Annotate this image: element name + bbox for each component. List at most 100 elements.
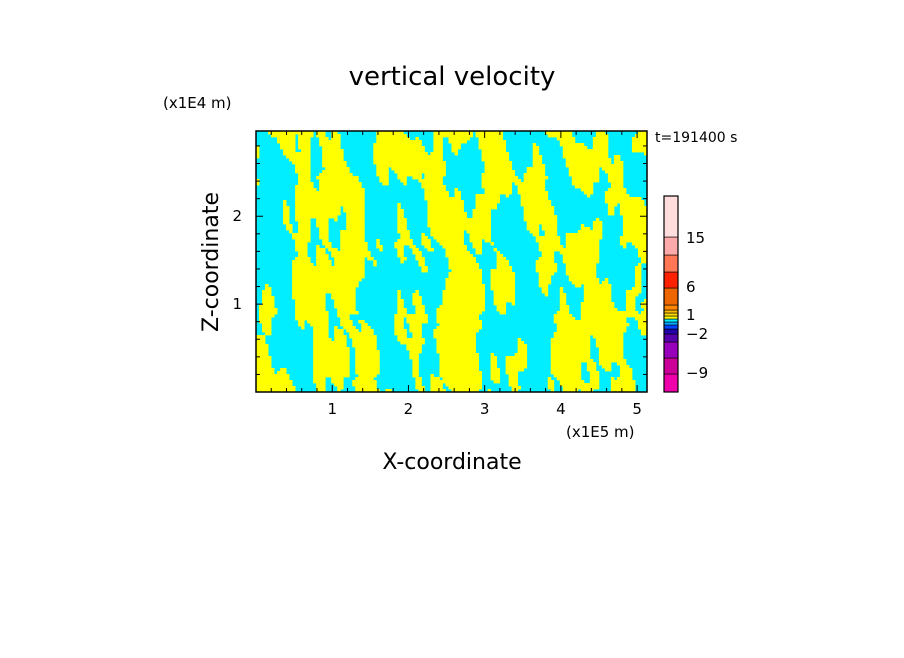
field-cell — [481, 176, 519, 180]
field-cell — [547, 380, 555, 384]
field-cell — [514, 353, 528, 357]
field-cell — [538, 275, 552, 279]
field-cell — [493, 302, 507, 306]
field-cell — [427, 203, 464, 207]
field-cell — [544, 233, 558, 237]
field-cell — [559, 293, 567, 297]
field-cell — [442, 290, 485, 294]
field-cell — [454, 191, 461, 195]
field-cell — [313, 359, 350, 363]
field-cell — [334, 299, 356, 303]
field-cell — [415, 380, 422, 384]
field-cell — [295, 305, 326, 309]
field-cell — [436, 344, 476, 348]
field-cell — [490, 272, 516, 276]
field-cell — [562, 386, 600, 390]
field-cell — [484, 191, 513, 195]
field-cell — [526, 227, 540, 231]
field-cell — [397, 173, 422, 177]
field-cell — [373, 161, 446, 165]
field-cell — [313, 368, 350, 372]
field-cell — [430, 227, 491, 231]
field-cell — [583, 287, 612, 291]
field-cell — [256, 371, 275, 375]
field-cell — [376, 140, 422, 144]
field-cell — [484, 170, 516, 174]
field-cell — [415, 308, 425, 312]
field-cell — [547, 383, 555, 387]
field-cell — [508, 374, 519, 378]
field-cell — [445, 278, 482, 282]
field-cell — [397, 206, 401, 210]
field-cell — [256, 335, 266, 339]
field-cell — [631, 287, 642, 291]
field-cell — [355, 350, 380, 354]
colorbar-label: 15 — [686, 229, 705, 247]
field-cell — [577, 230, 603, 234]
field-cell — [355, 359, 380, 363]
field-cell — [595, 218, 600, 222]
field-cell — [313, 356, 350, 360]
field-cell — [295, 206, 341, 210]
field-cell — [607, 188, 627, 192]
field-cell — [538, 278, 552, 282]
field-cell — [445, 281, 482, 285]
field-cell — [565, 245, 600, 249]
field-cell — [283, 203, 287, 207]
field-cell — [559, 308, 570, 312]
field-cell — [520, 203, 552, 207]
field-cell — [637, 251, 647, 255]
field-cell — [514, 182, 546, 186]
y-unit-label: (x1E4 m) — [163, 94, 232, 112]
field-cell — [412, 365, 419, 369]
field-cell — [526, 221, 558, 225]
field-cell — [586, 368, 597, 372]
field-cell — [433, 236, 464, 240]
field-cell — [421, 242, 431, 246]
field-cell — [481, 185, 513, 189]
field-cell — [490, 284, 516, 288]
field-cell — [490, 371, 501, 375]
field-cell — [376, 167, 389, 171]
field-cell — [433, 131, 473, 135]
field-cell — [346, 224, 365, 228]
field-cell — [400, 236, 410, 240]
field-cell — [439, 323, 482, 327]
field-cell — [265, 332, 272, 336]
field-cell — [496, 254, 504, 258]
field-cell — [313, 335, 329, 339]
field-cell — [295, 203, 365, 207]
field-cell — [421, 185, 446, 189]
field-cell — [433, 329, 479, 333]
field-cell — [547, 134, 573, 138]
field-cell — [610, 380, 636, 384]
field-cell — [256, 380, 293, 384]
field-cell — [634, 272, 642, 276]
colorbar-swatch — [663, 321, 679, 326]
field-cell — [412, 371, 419, 375]
field-cell — [262, 293, 272, 297]
field-cell — [433, 149, 443, 153]
field-cell — [295, 188, 317, 192]
field-cell — [322, 152, 344, 156]
field-cell — [484, 161, 513, 165]
field-cell — [526, 170, 546, 174]
colorbar-swatch — [663, 195, 679, 238]
field-cell — [436, 350, 476, 354]
field-cell — [640, 311, 647, 315]
field-cell — [373, 143, 422, 147]
field-cell — [631, 137, 647, 141]
field-cell — [571, 182, 594, 186]
field-cell — [295, 218, 311, 222]
field-cell — [298, 179, 311, 183]
field-cell — [562, 254, 600, 258]
field-cell — [550, 365, 582, 369]
field-cell — [256, 356, 272, 360]
field-cell — [586, 365, 597, 369]
field-cell — [256, 350, 269, 354]
field-cell — [448, 137, 470, 141]
field-cell — [427, 218, 491, 222]
field-cell — [634, 278, 642, 282]
field-cell — [637, 326, 647, 330]
